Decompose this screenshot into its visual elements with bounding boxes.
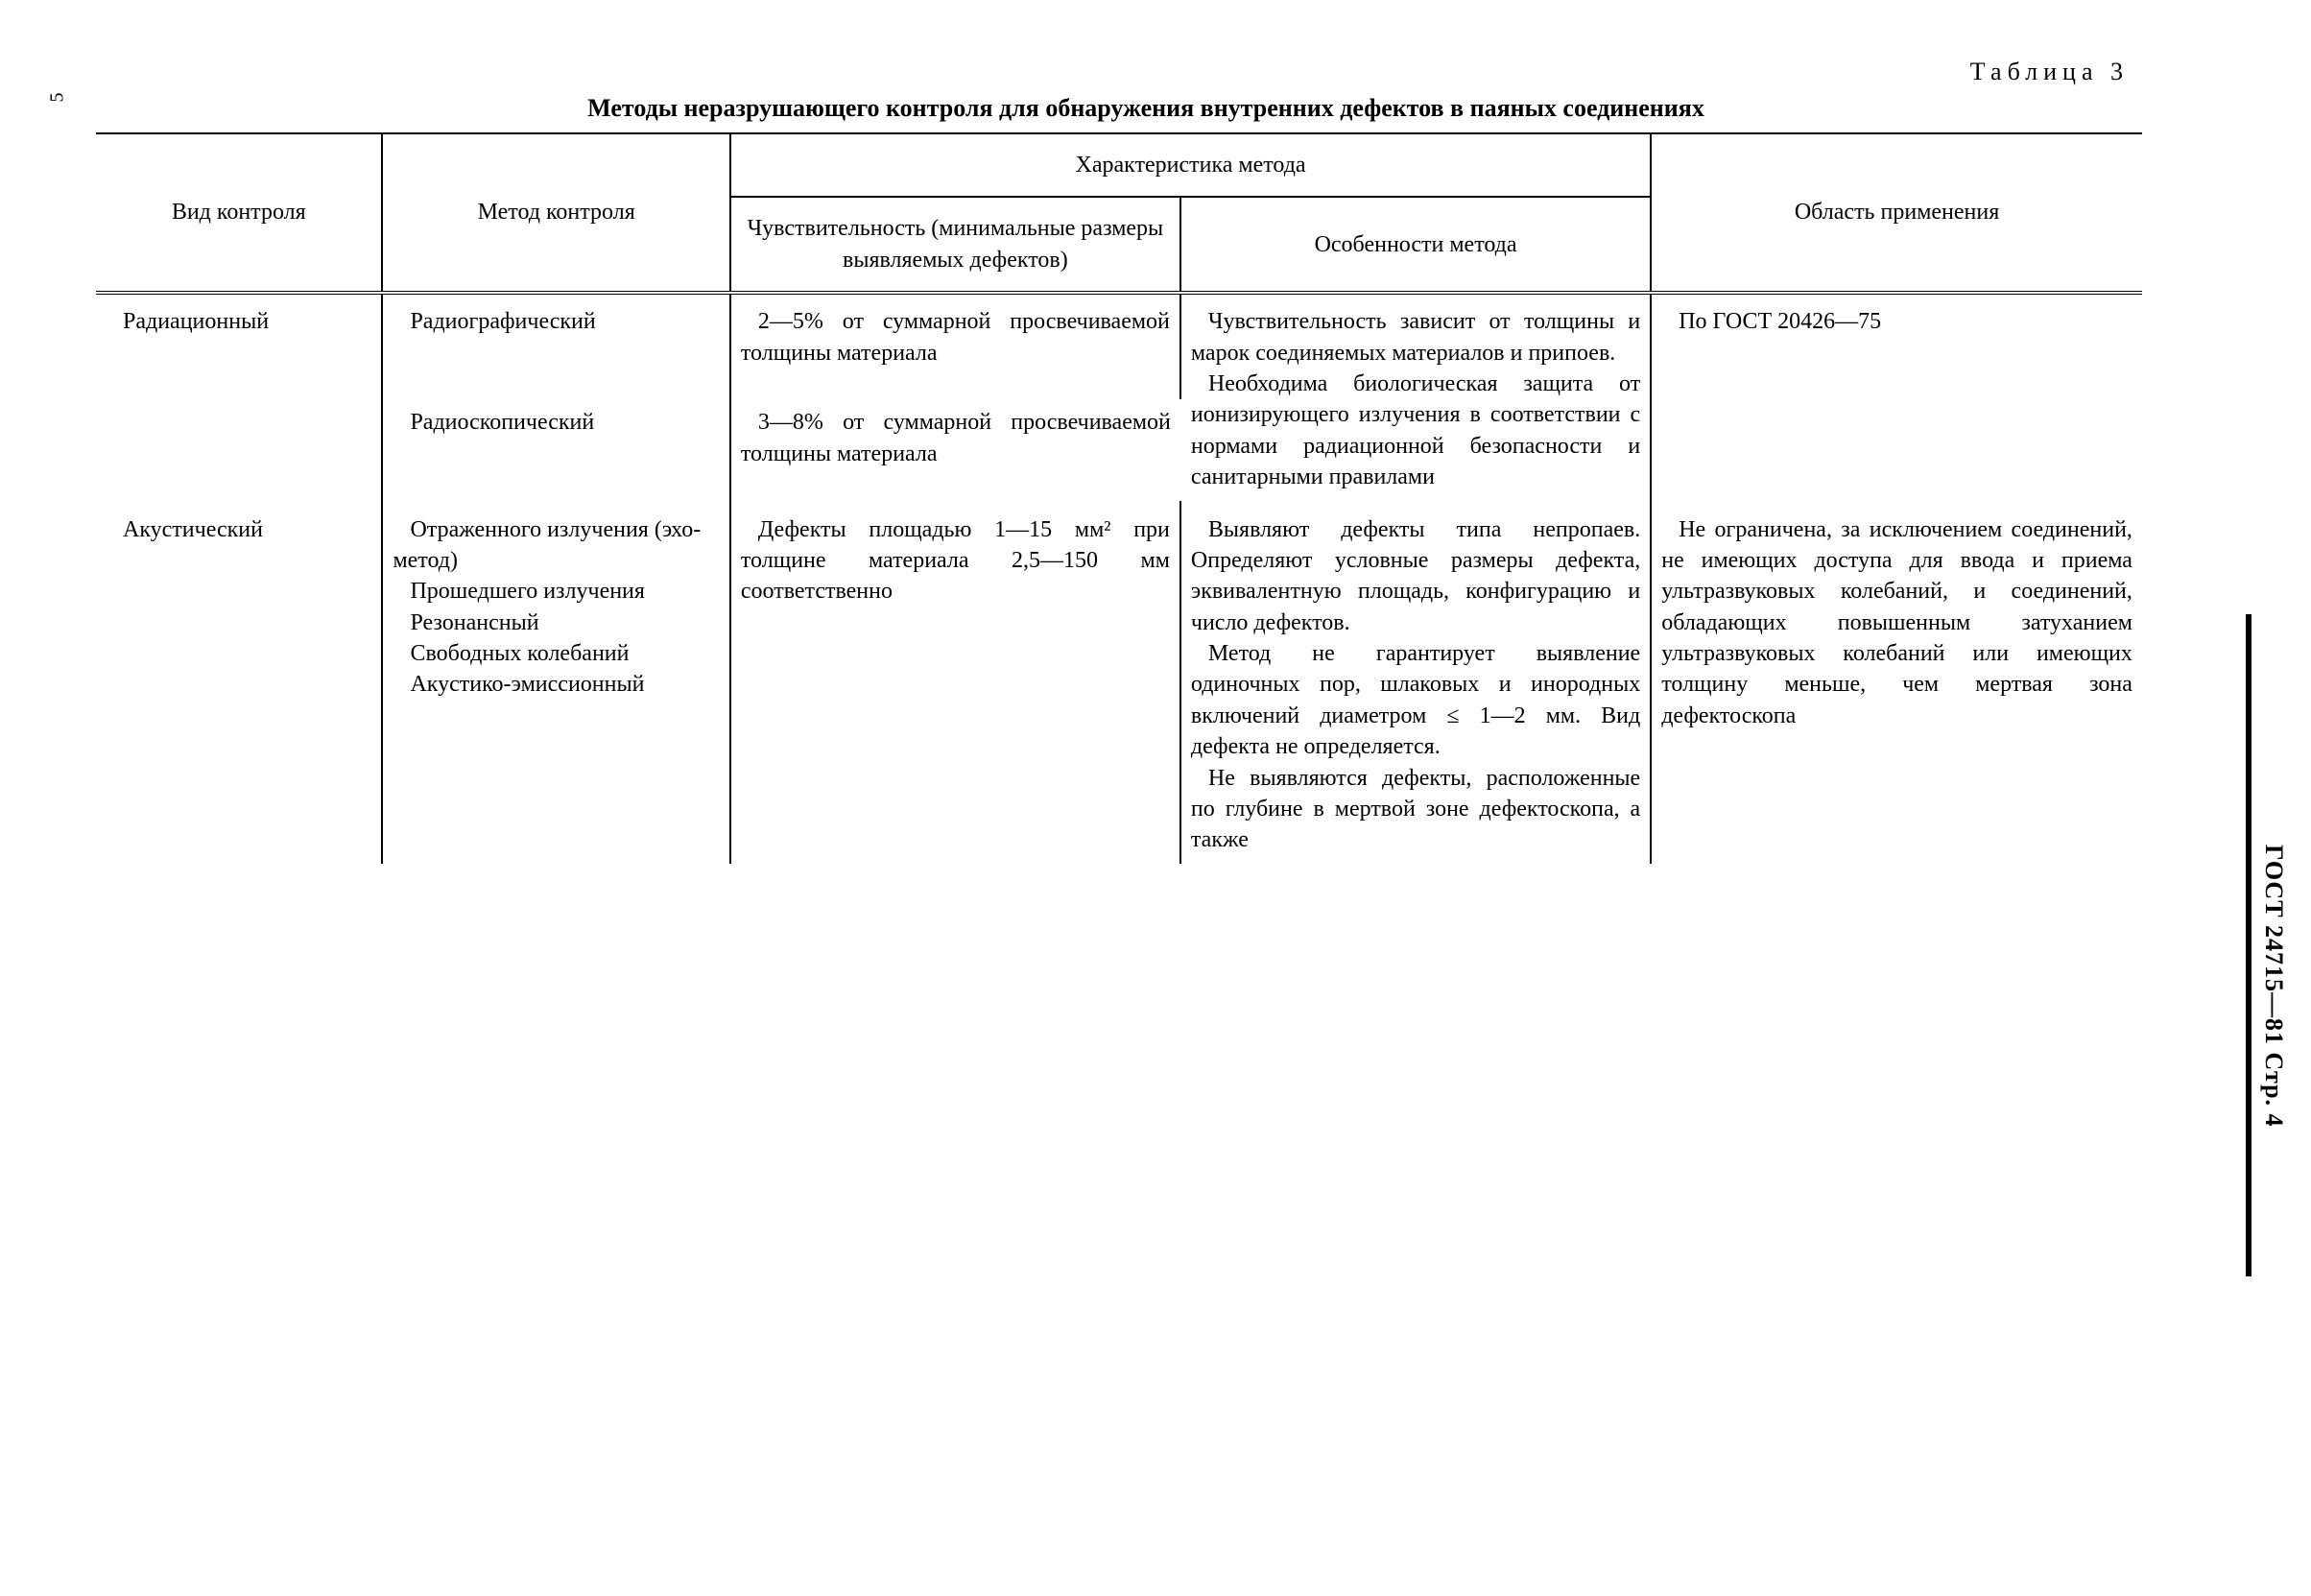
cell-scope: По ГОСТ 20426—75 bbox=[1651, 298, 2142, 500]
header-features: Особенности метода bbox=[1180, 197, 1651, 293]
cell-sensitivity: Дефекты площадью 1—15 мм² при толщине ма… bbox=[730, 507, 1180, 864]
header-vid: Вид контроля bbox=[96, 133, 382, 293]
cell-method: Отраженного излучения (эхо-метод) Прошед… bbox=[382, 507, 729, 864]
cell-features: Чувствительность зависит от толщины и ма… bbox=[1180, 298, 1651, 500]
side-black-bar bbox=[2246, 614, 2251, 1276]
methods-table: Вид контроля Метод контроля Характеристи… bbox=[96, 132, 2142, 864]
cell-sensitivity: 2—5% от суммарной просвечиваемой толщины… bbox=[730, 298, 1180, 399]
cell-vid: Акустический bbox=[96, 507, 382, 864]
table-row: Акустический Отраженного излучения (эхо-… bbox=[96, 507, 2142, 864]
header-sensitivity: Чувствительность (минимальные размеры вы… bbox=[730, 197, 1180, 293]
header-method: Метод контроля bbox=[382, 133, 729, 293]
cell-scope: Не ограничена, за исключением соединений… bbox=[1651, 507, 2142, 864]
cell-method: Радиоскопический bbox=[382, 399, 729, 500]
table-number-label: Таблица 3 bbox=[58, 58, 2129, 86]
page-number-left: 5 bbox=[47, 93, 69, 103]
header-scope: Область применения bbox=[1651, 133, 2142, 293]
table-row: Радиационный Радиографический 2—5% от су… bbox=[96, 298, 2142, 399]
table-caption: Методы неразрушающего контроля для обнар… bbox=[58, 94, 2234, 123]
cell-sensitivity: 3—8% от суммарной просвечиваемой толщины… bbox=[730, 399, 1180, 500]
cell-vid: Радиационный bbox=[96, 298, 382, 500]
cell-features: Выявляют дефекты типа непропаев. Определ… bbox=[1180, 507, 1651, 864]
header-characteristic: Характеристика метода bbox=[730, 133, 1651, 197]
cell-method: Радиографический bbox=[382, 298, 729, 399]
side-gost-label: ГОСТ 24715—81 Стр. 4 bbox=[2259, 845, 2288, 1128]
